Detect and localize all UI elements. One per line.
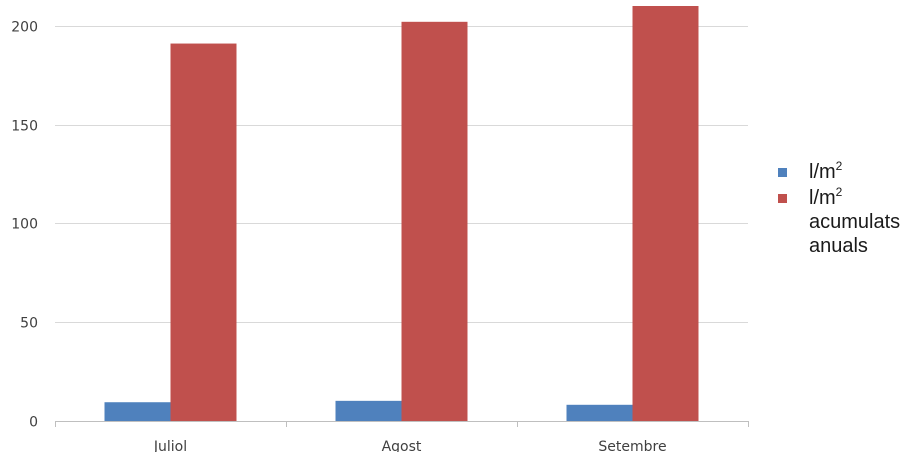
legend-item-series-1: l/m2 [778,160,913,184]
bar-1-agost [335,400,402,421]
legend: l/m2 l/m2 acumulats anuals [778,160,913,260]
y-tick-label: 100 [11,217,38,233]
bar-1-setembre [566,404,633,421]
y-tick-label: 200 [11,20,38,36]
x-tick-label: Setembre [598,439,666,452]
y-tick-label: 150 [11,119,38,135]
x-axis-labels: Juliol Agost Setembre [153,439,667,452]
x-tick-label: Juliol [153,439,187,452]
y-tick-label: 0 [29,415,38,431]
legend-swatch-series-2 [778,194,787,203]
bar-1-juliol [104,402,171,421]
x-tick-label: Agost [382,439,422,452]
bar-2-setembre [632,6,699,421]
bar-2-agost [401,21,468,422]
y-axis-labels: 0 50 100 150 200 [11,20,38,431]
axes [55,421,749,427]
bars [104,6,699,422]
legend-swatch-series-1 [778,168,787,177]
legend-item-series-2: l/m2 acumulats anuals [778,186,913,258]
legend-label-series-1: l/m2 [809,159,843,183]
bar-2-juliol [170,43,237,422]
legend-label-series-2: l/m2 acumulats anuals [809,185,901,257]
y-tick-label: 50 [20,316,38,332]
